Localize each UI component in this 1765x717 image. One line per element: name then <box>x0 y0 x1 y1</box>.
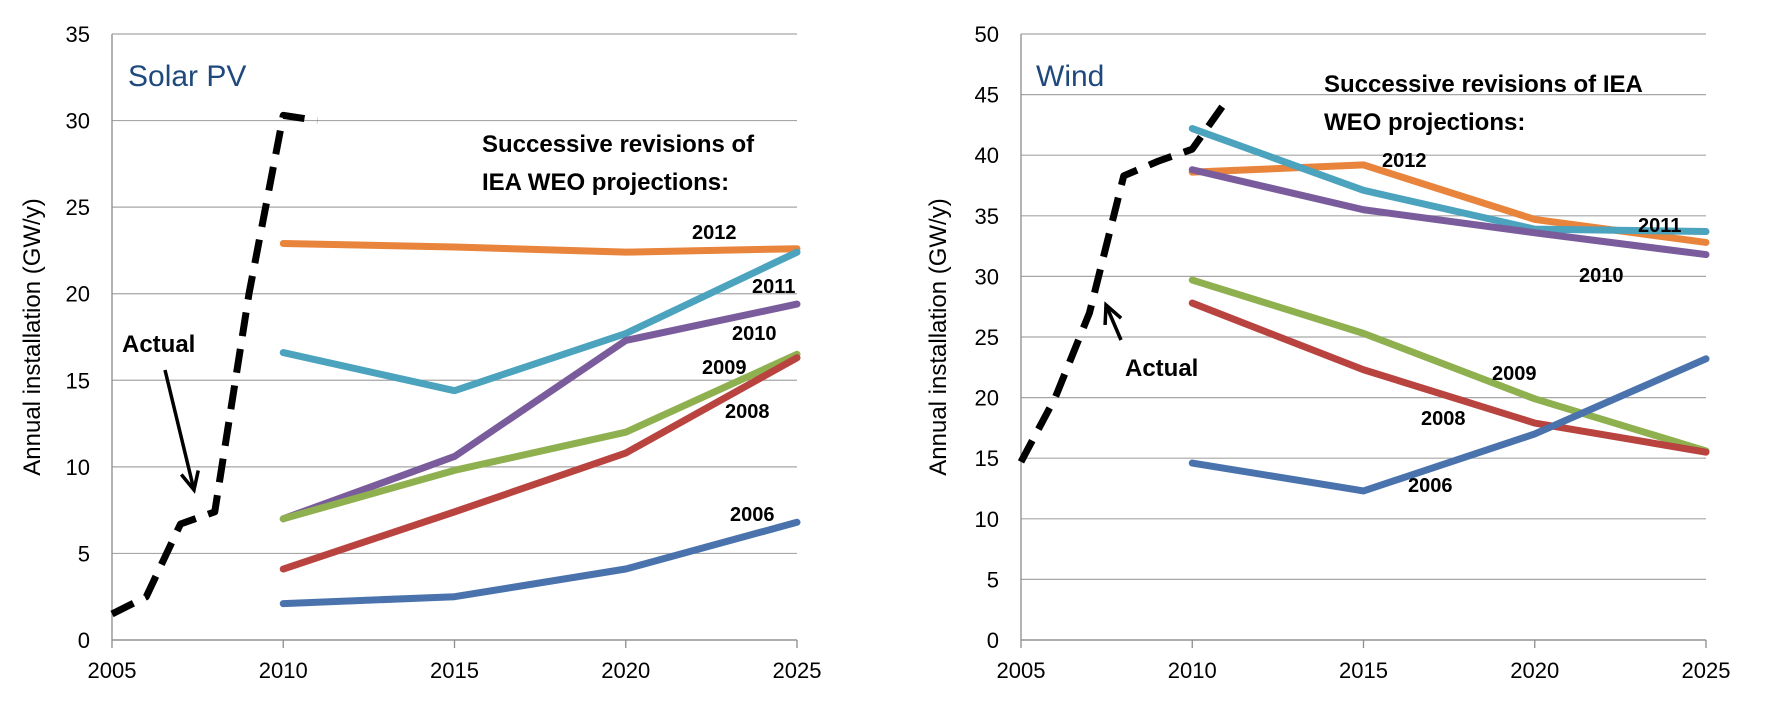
wind-x-tick-label: 2010 <box>1168 658 1217 683</box>
solar-y-tick-label: 20 <box>66 282 90 307</box>
solar-series-2011-line <box>279 248 801 395</box>
wind-chart-title: Wind <box>1036 60 1104 93</box>
wind-series-2008-line <box>1188 299 1710 456</box>
wind-series-2010-label: 2010 <box>1579 265 1624 287</box>
solar-actual-arrow-shaft <box>163 369 196 491</box>
solar-x-tick-label: 2020 <box>601 658 650 683</box>
solar-x-tick-label: 2010 <box>259 658 308 683</box>
wind-actual-annotation: Actual <box>1125 355 1198 382</box>
wind-y-tick-label: 5 <box>987 567 999 592</box>
solar-subtitle-line: IEA WEO projections: <box>482 169 729 196</box>
wind-y-axis-title: Annual installation (GW/y) <box>925 198 952 475</box>
solar-subtitle-line: Successive revisions of <box>482 131 755 158</box>
wind-series-2010-line <box>1188 166 1710 259</box>
wind-series-2011-line <box>1188 125 1710 236</box>
wind-actual-arrow-head <box>1103 301 1123 326</box>
solar-y-tick-label: 0 <box>78 628 90 653</box>
wind-series-2006-label: 2006 <box>1408 475 1453 497</box>
solar-x-tick-label: 2005 <box>88 658 137 683</box>
solar-y-tick-label: 15 <box>66 368 90 393</box>
wind-x-tick-label: 2015 <box>1339 658 1388 683</box>
solar-y-axis-title: Annual installation (GW/y) <box>19 198 46 475</box>
wind-chart: 0 5 10 15 20 25 30 35 40 45 50 2005 2010 2015 2020 2025… <box>882 0 1762 717</box>
solar-series-2012-line <box>279 240 801 256</box>
solar-actual-annotation: Actual <box>122 331 195 358</box>
solar-series-2006-label: 2006 <box>730 504 775 526</box>
solar-y-tick-label: 30 <box>66 109 90 134</box>
solar-series-2010-label: 2010 <box>732 323 777 345</box>
solar-series-2009-label: 2009 <box>702 357 747 379</box>
solar-y-tick-label: 5 <box>78 541 90 566</box>
wind-y-tick-label: 35 <box>975 204 999 229</box>
wind-y-tick-label: 0 <box>987 628 999 653</box>
wind-x-tick-label: 2025 <box>1682 658 1731 683</box>
wind-subtitle-line: WEO projections: <box>1324 109 1525 136</box>
solar-series-2011-label: 2011 <box>752 276 795 298</box>
solar-y-tick-label: 25 <box>66 195 90 220</box>
wind-y-tick-label: 25 <box>975 325 999 350</box>
solar-y-tick-label: 35 <box>66 22 90 47</box>
solar-chart-title: Solar PV <box>128 60 246 93</box>
wind-actual-arrow-shaft <box>1104 304 1123 341</box>
solar-series-2012-label: 2012 <box>692 222 737 244</box>
wind-y-tick-label: 40 <box>975 143 999 168</box>
wind-y-tick-label: 15 <box>975 446 999 471</box>
wind-actual-line <box>1017 98 1230 464</box>
wind-series-2009-label: 2009 <box>1492 363 1537 385</box>
wind-series-2008-label: 2008 <box>1421 408 1466 430</box>
solar-actual-line <box>110 111 319 618</box>
wind-series-2009-line <box>1188 276 1710 455</box>
wind-y-tick-label: 45 <box>975 83 999 108</box>
solar-pv-chart: 0 5 10 15 20 25 30 35 2005 2010 2015 2020 2025 Annual… <box>0 0 880 717</box>
wind-y-tick-label: 30 <box>975 264 999 289</box>
solar-y-tick-label: 10 <box>66 455 90 480</box>
solar-series-2006-line <box>279 518 801 608</box>
wind-y-tick-label: 20 <box>975 386 999 411</box>
solar-series-2009-line <box>279 350 801 523</box>
solar-series-2008-label: 2008 <box>725 401 770 423</box>
wind-y-tick-label: 10 <box>975 507 999 532</box>
solar-actual-arrow-head <box>179 470 200 494</box>
wind-series-2006-line <box>1188 355 1710 495</box>
solar-x-tick-label: 2025 <box>773 658 822 683</box>
wind-series-2011-label: 2011 <box>1638 215 1681 237</box>
wind-subtitle-line: Successive revisions of IEA <box>1324 71 1643 98</box>
wind-series-2012-label: 2012 <box>1382 150 1427 172</box>
solar-x-tick-label: 2015 <box>430 658 479 683</box>
wind-y-tick-label: 50 <box>975 22 999 47</box>
solar-series-2010-line <box>279 300 801 523</box>
solar-series-2008-line <box>279 354 801 573</box>
wind-x-tick-label: 2020 <box>1510 658 1559 683</box>
wind-x-tick-label: 2005 <box>997 658 1046 683</box>
